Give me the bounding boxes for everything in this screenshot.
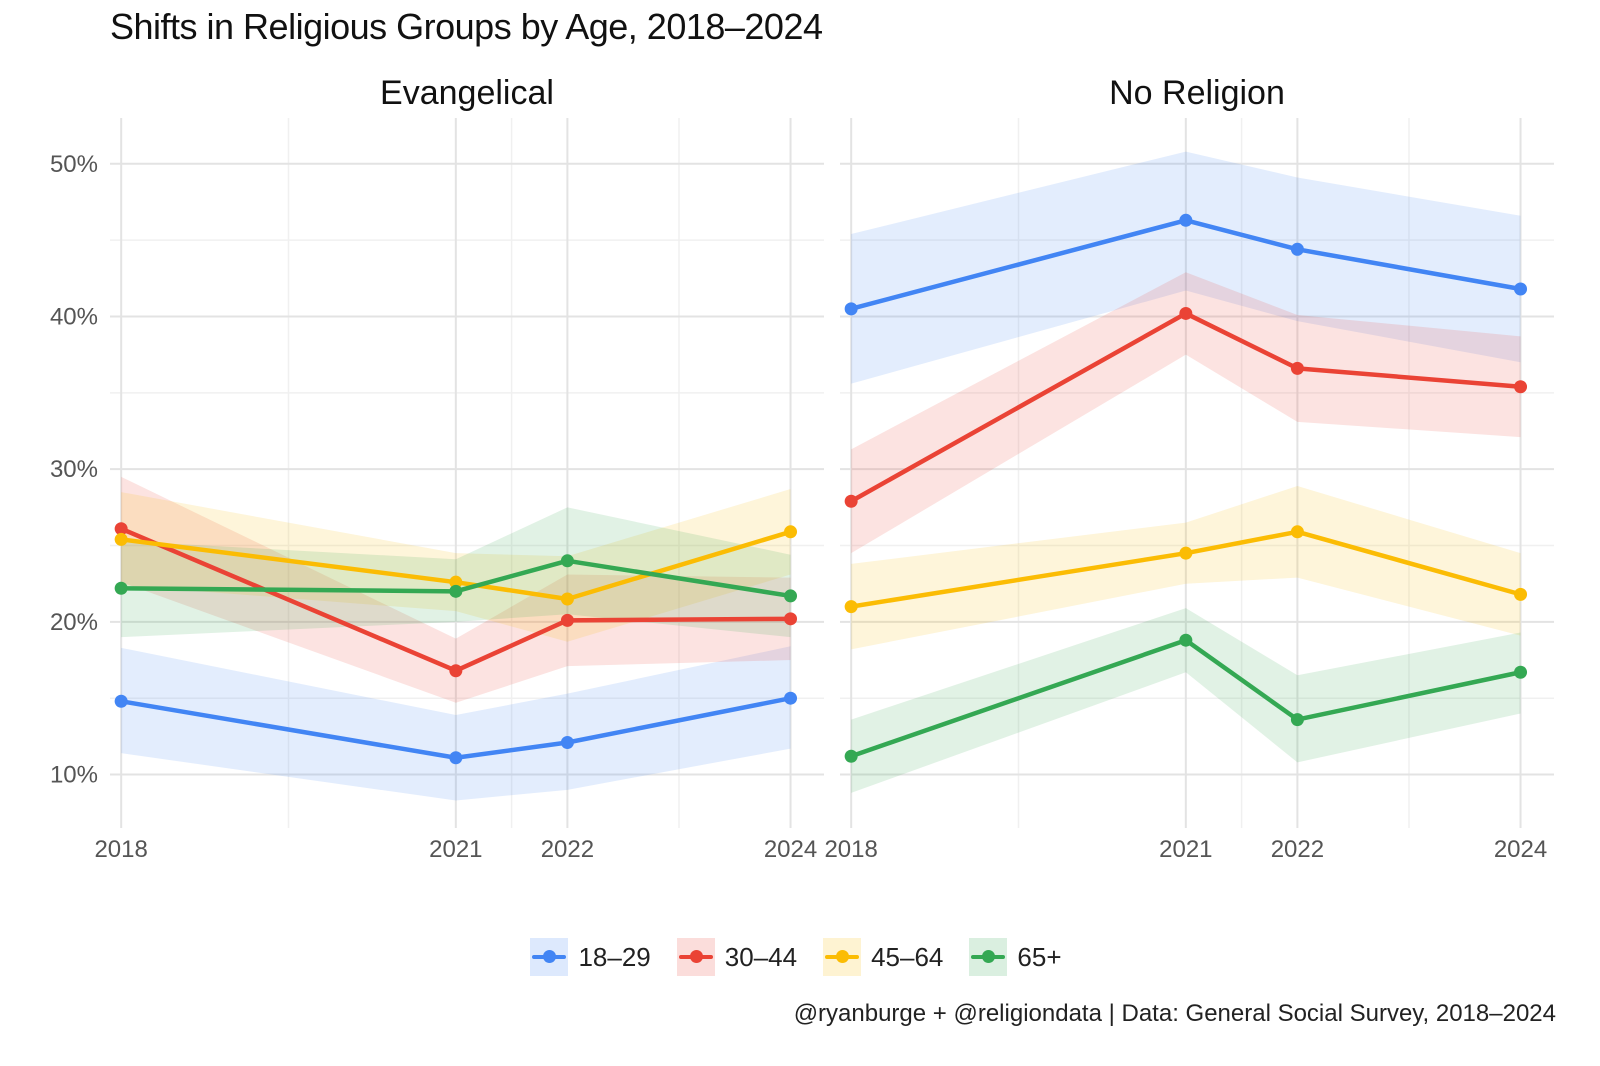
legend-key-45-64 xyxy=(823,938,862,976)
data-point-45-64 xyxy=(560,592,574,606)
data-point-30-44 xyxy=(844,494,858,508)
y-tick-label: 20% xyxy=(50,609,98,636)
panel-no-religion: No Religion 2018 2021 2022 2024 xyxy=(824,74,1554,863)
data-point-65- xyxy=(844,749,858,763)
series-line-65- xyxy=(121,558,791,599)
ribbon-30-44 xyxy=(851,272,1521,554)
data-point-45-64 xyxy=(449,575,463,589)
data-point-30-44 xyxy=(1290,361,1304,375)
x-tick-label: 2022 xyxy=(541,836,594,863)
chart-title: Shifts in Religious Groups by Age, 2018–… xyxy=(110,6,823,47)
panel-title: Evangelical xyxy=(380,74,554,112)
plot-area: Evangelical 2018 2021 2022 2024 10% 20% 30% 40% 5… xyxy=(50,74,1554,863)
data-point-18-29 xyxy=(560,735,574,749)
legend-item-45-64: 45–64 xyxy=(823,938,951,976)
ribbon-18-29 xyxy=(121,646,791,801)
legend: 18–29 30–44 45–64 65+ xyxy=(0,938,1600,976)
panel-title: No Religion xyxy=(1109,74,1285,112)
data-point-30-44 xyxy=(1514,380,1528,394)
legend-label-18-29: 18–29 xyxy=(578,941,651,972)
data-point-45-64 xyxy=(1179,546,1193,560)
x-tick-label: 2018 xyxy=(824,836,877,863)
x-tick-label: 2022 xyxy=(1271,836,1324,863)
legend-item-30-44: 30–44 xyxy=(676,938,805,976)
series-line-18-29 xyxy=(850,218,1521,312)
legend-key-65-plus xyxy=(969,938,1008,976)
series-line-45-64 xyxy=(850,529,1522,609)
series-line-30-44 xyxy=(120,526,791,673)
data-point-65- xyxy=(449,584,463,598)
x-tick-label: 2024 xyxy=(1494,836,1547,863)
ribbon-18-29 xyxy=(851,151,1521,384)
data-point-30-44 xyxy=(114,522,128,536)
data-point-18-29 xyxy=(844,302,858,316)
data-point-45-64 xyxy=(114,532,128,546)
ribbon-45-64 xyxy=(121,489,791,642)
legend-label-45-64: 45–64 xyxy=(871,941,944,972)
data-point-30-44 xyxy=(1179,306,1193,320)
x-tick-label: 2021 xyxy=(1159,836,1212,863)
data-point-65- xyxy=(560,554,574,568)
panel-evangelical: Evangelical 2018 2021 2022 2024 10% 20% 30% 40% 5… xyxy=(50,74,824,863)
legend-label-30-44: 30–44 xyxy=(724,941,798,972)
data-point-30-44 xyxy=(560,613,574,627)
series-line-18-29 xyxy=(120,696,791,761)
ribbon-65- xyxy=(121,507,791,638)
data-point-65- xyxy=(1290,713,1304,727)
ribbon-30-44 xyxy=(121,476,791,703)
ribbon-45-64 xyxy=(851,485,1521,650)
series-line-30-44 xyxy=(850,311,1521,504)
data-point-18-29 xyxy=(114,694,128,708)
data-point-45-64 xyxy=(844,600,858,614)
data-point-45-64 xyxy=(1290,525,1304,539)
x-tick-label: 2018 xyxy=(94,836,147,863)
y-tick-label: 30% xyxy=(50,456,98,483)
legend-label-65-plus: 65+ xyxy=(1017,941,1062,972)
y-tick-label: 40% xyxy=(50,303,98,330)
data-point-18-29 xyxy=(784,691,798,705)
data-point-65- xyxy=(1179,633,1193,647)
data-point-18-29 xyxy=(1290,242,1304,256)
data-point-45-64 xyxy=(784,525,798,539)
x-tick-label: 2024 xyxy=(764,836,817,863)
legend-item-65-plus: 65+ xyxy=(969,938,1069,976)
data-point-30-44 xyxy=(784,612,798,626)
series-line-45-64 xyxy=(120,529,792,602)
legend-item-18-29: 18–29 xyxy=(530,938,658,976)
data-point-18-29 xyxy=(1179,213,1193,227)
data-point-18-29 xyxy=(1514,282,1528,296)
data-point-30-44 xyxy=(449,664,463,678)
series-line-65- xyxy=(850,637,1521,759)
data-point-18-29 xyxy=(449,751,463,765)
data-point-65- xyxy=(784,589,798,603)
caption: @ryanburge + @religiondata | Data: Gener… xyxy=(793,1000,1556,1027)
x-tick-label: 2021 xyxy=(429,836,482,863)
y-tick-label: 50% xyxy=(50,151,98,178)
legend-key-18-29 xyxy=(530,938,569,976)
data-point-65- xyxy=(1514,665,1528,679)
data-point-65- xyxy=(114,581,128,595)
data-point-45-64 xyxy=(1514,587,1528,601)
legend-key-30-44 xyxy=(676,938,715,976)
ribbon-65- xyxy=(851,608,1521,793)
y-tick-label: 10% xyxy=(50,762,98,789)
